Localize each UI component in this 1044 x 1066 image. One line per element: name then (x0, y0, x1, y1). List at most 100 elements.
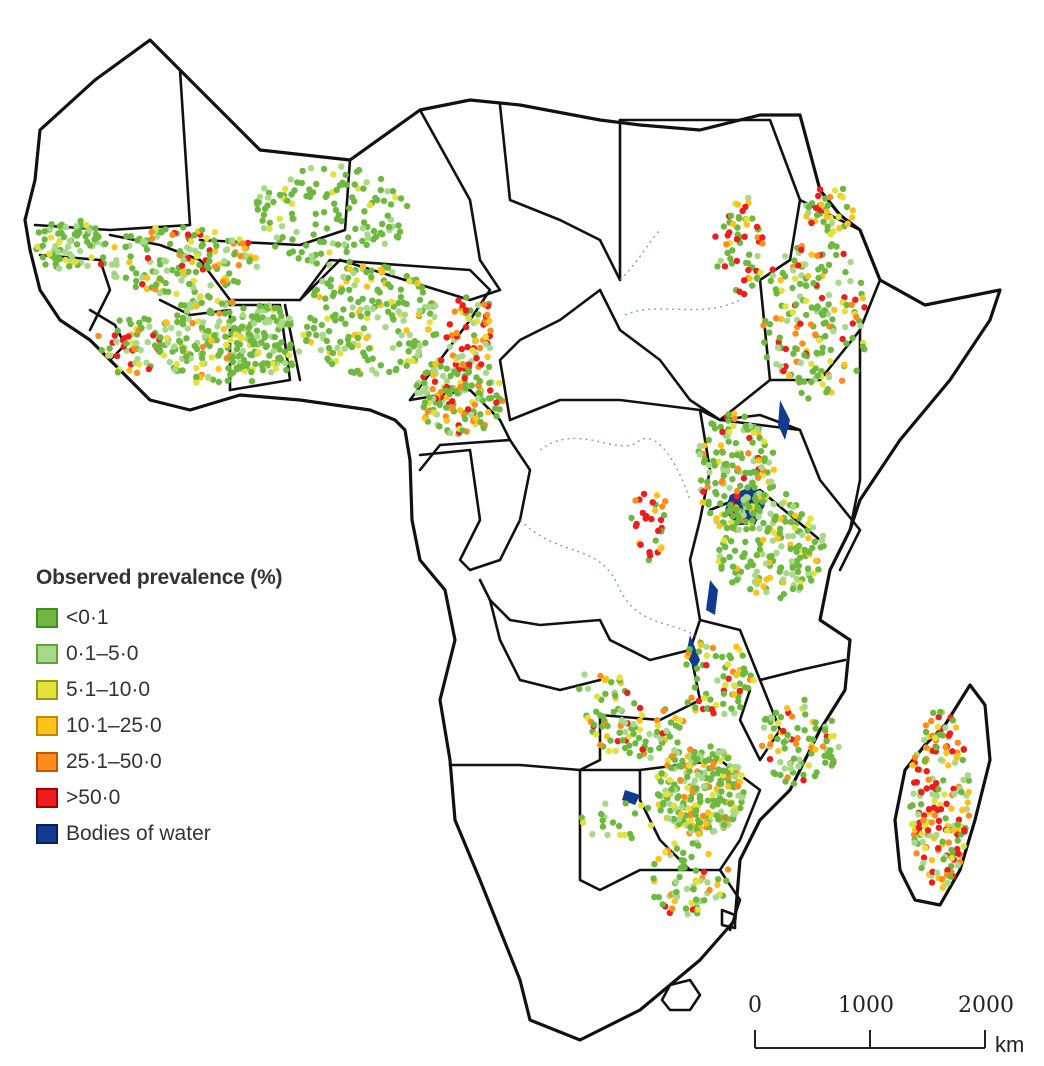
survey-point (272, 243, 279, 250)
scale-unit: km (995, 1032, 1024, 1057)
survey-point (306, 186, 313, 193)
survey-point (721, 263, 729, 270)
survey-point (346, 265, 353, 273)
survey-point (482, 333, 489, 341)
survey-point (342, 320, 349, 327)
survey-point (790, 350, 797, 357)
survey-point (805, 209, 812, 216)
survey-point (287, 341, 294, 348)
survey-point (636, 726, 643, 733)
survey-point (276, 191, 284, 198)
survey-point (920, 859, 927, 867)
survey-point (636, 752, 643, 760)
survey-point (247, 332, 254, 339)
survey-point (593, 693, 601, 700)
survey-point (334, 241, 342, 248)
survey-point (143, 359, 150, 366)
survey-point (789, 309, 796, 316)
survey-point (787, 545, 794, 553)
survey-point (823, 737, 830, 745)
survey-point (477, 411, 484, 418)
survey-point (792, 330, 799, 337)
survey-point (746, 251, 753, 258)
survey-point (261, 205, 269, 212)
survey-point (173, 290, 180, 297)
survey-point (801, 727, 808, 734)
survey-point (352, 225, 359, 233)
survey-point (791, 524, 798, 531)
survey-point (729, 247, 736, 254)
survey-point (797, 320, 804, 327)
survey-point (960, 843, 967, 850)
survey-point (381, 240, 388, 247)
survey-point (221, 258, 228, 265)
survey-point (731, 710, 738, 717)
survey-point (340, 273, 347, 280)
survey-point (662, 498, 669, 505)
survey-point (733, 506, 740, 513)
survey-point (180, 268, 187, 275)
legend-label: 5·1–10·0 (66, 678, 151, 701)
survey-point (744, 684, 752, 692)
survey-point (818, 201, 825, 208)
survey-point (132, 283, 139, 291)
survey-point (815, 337, 823, 344)
survey-point (449, 352, 457, 359)
survey-point (954, 862, 961, 869)
survey-point (127, 233, 134, 240)
survey-point (859, 294, 866, 302)
survey-point (735, 517, 742, 525)
survey-point (847, 278, 854, 285)
survey-point (749, 510, 757, 517)
survey-point (302, 242, 310, 249)
survey-point (808, 219, 815, 227)
survey-point (815, 566, 822, 573)
survey-point (465, 361, 473, 368)
survey-point (387, 201, 395, 208)
survey-point (776, 529, 783, 537)
survey-point (363, 334, 370, 342)
legend-item: >50·0 (36, 780, 282, 816)
survey-point (716, 546, 723, 553)
survey-point (196, 261, 203, 269)
survey-point (178, 277, 185, 284)
survey-point (303, 337, 310, 344)
survey-point (705, 461, 713, 469)
survey-point (710, 770, 717, 778)
survey-point (907, 803, 914, 810)
survey-point (635, 734, 643, 742)
survey-point (751, 484, 758, 491)
survey-point (590, 721, 597, 728)
survey-point (414, 389, 421, 396)
survey-point (712, 894, 719, 901)
survey-point (375, 298, 382, 306)
survey-point (780, 367, 787, 375)
survey-point (394, 234, 402, 241)
survey-point (693, 675, 701, 683)
survey-point (951, 759, 959, 766)
survey-point (921, 736, 928, 744)
survey-point (729, 815, 737, 823)
survey-point (730, 691, 738, 698)
survey-point (319, 278, 326, 285)
survey-point (699, 499, 706, 506)
survey-point (64, 243, 72, 250)
survey-point (229, 358, 237, 366)
survey-point (214, 323, 221, 330)
survey-point (809, 368, 816, 375)
survey-point (305, 330, 312, 338)
survey-point (471, 401, 478, 408)
survey-point (770, 466, 777, 473)
survey-point (803, 282, 810, 289)
survey-point (763, 589, 770, 596)
survey-point (337, 350, 344, 357)
survey-point (72, 258, 79, 265)
survey-point (808, 304, 815, 311)
survey-point (184, 244, 191, 251)
survey-point (684, 784, 691, 791)
survey-point (622, 800, 629, 807)
scale-bar: 0 1000 2000 km (748, 993, 1024, 1057)
survey-point (795, 374, 803, 382)
survey-point (47, 234, 55, 241)
survey-point (615, 822, 623, 830)
